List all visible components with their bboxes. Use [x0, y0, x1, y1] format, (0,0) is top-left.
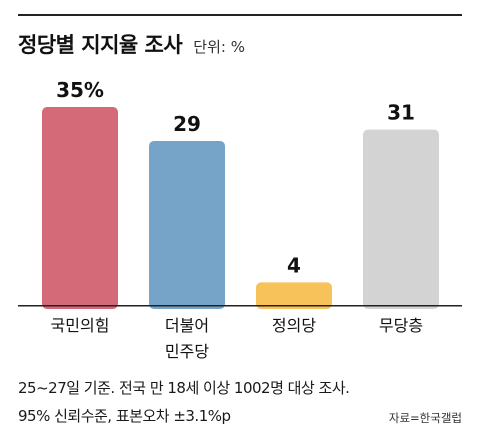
- bar-2: [149, 140, 225, 309]
- value-labels-group: 35% 29 4 31: [56, 78, 415, 277]
- category-label-4: 무당층: [379, 316, 423, 335]
- bar-1: [42, 107, 118, 309]
- footnote-margin-of-error: 95% 신뢰수준, 표본오차 ±3.1%p: [18, 407, 231, 425]
- value-label-1: 35%: [56, 78, 104, 102]
- category-label-2-line-1: 더불어: [165, 316, 209, 335]
- bars-group: [42, 107, 439, 309]
- unit-label: 단위: %: [193, 38, 245, 56]
- category-label-1: 국민의힘: [51, 316, 110, 335]
- footnote-survey-info: 25~27일 기준. 전국 만 18세 이상 1002명 대상 조사.: [18, 379, 350, 397]
- source-label: 자료=한국갤럽: [388, 411, 462, 425]
- value-label-4: 31: [387, 101, 415, 125]
- chart-title: 정당별 지지율 조사: [18, 33, 183, 57]
- category-label-3: 정의당: [272, 316, 316, 335]
- top-rule: [18, 14, 462, 16]
- bar-4: [363, 129, 439, 309]
- value-label-3: 4: [287, 253, 301, 277]
- category-label-2-line-2: 민주당: [165, 342, 209, 361]
- bar-3: [256, 282, 332, 309]
- value-label-2: 29: [173, 112, 201, 136]
- chart-header: 정당별 지지율 조사 단위: %: [18, 29, 245, 59]
